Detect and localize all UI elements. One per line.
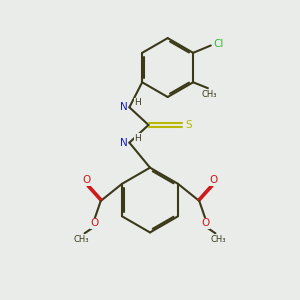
Text: CH₃: CH₃: [74, 235, 89, 244]
Text: N: N: [120, 138, 128, 148]
Text: H: H: [134, 98, 141, 107]
Text: CH₃: CH₃: [211, 235, 226, 244]
Text: O: O: [91, 218, 99, 228]
Text: S: S: [186, 120, 192, 130]
Text: CH₃: CH₃: [202, 90, 217, 99]
Text: O: O: [82, 175, 90, 185]
Text: H: H: [134, 134, 141, 143]
Text: O: O: [201, 218, 209, 228]
Text: Cl: Cl: [213, 39, 224, 49]
Text: O: O: [210, 175, 218, 185]
Text: N: N: [120, 102, 128, 112]
